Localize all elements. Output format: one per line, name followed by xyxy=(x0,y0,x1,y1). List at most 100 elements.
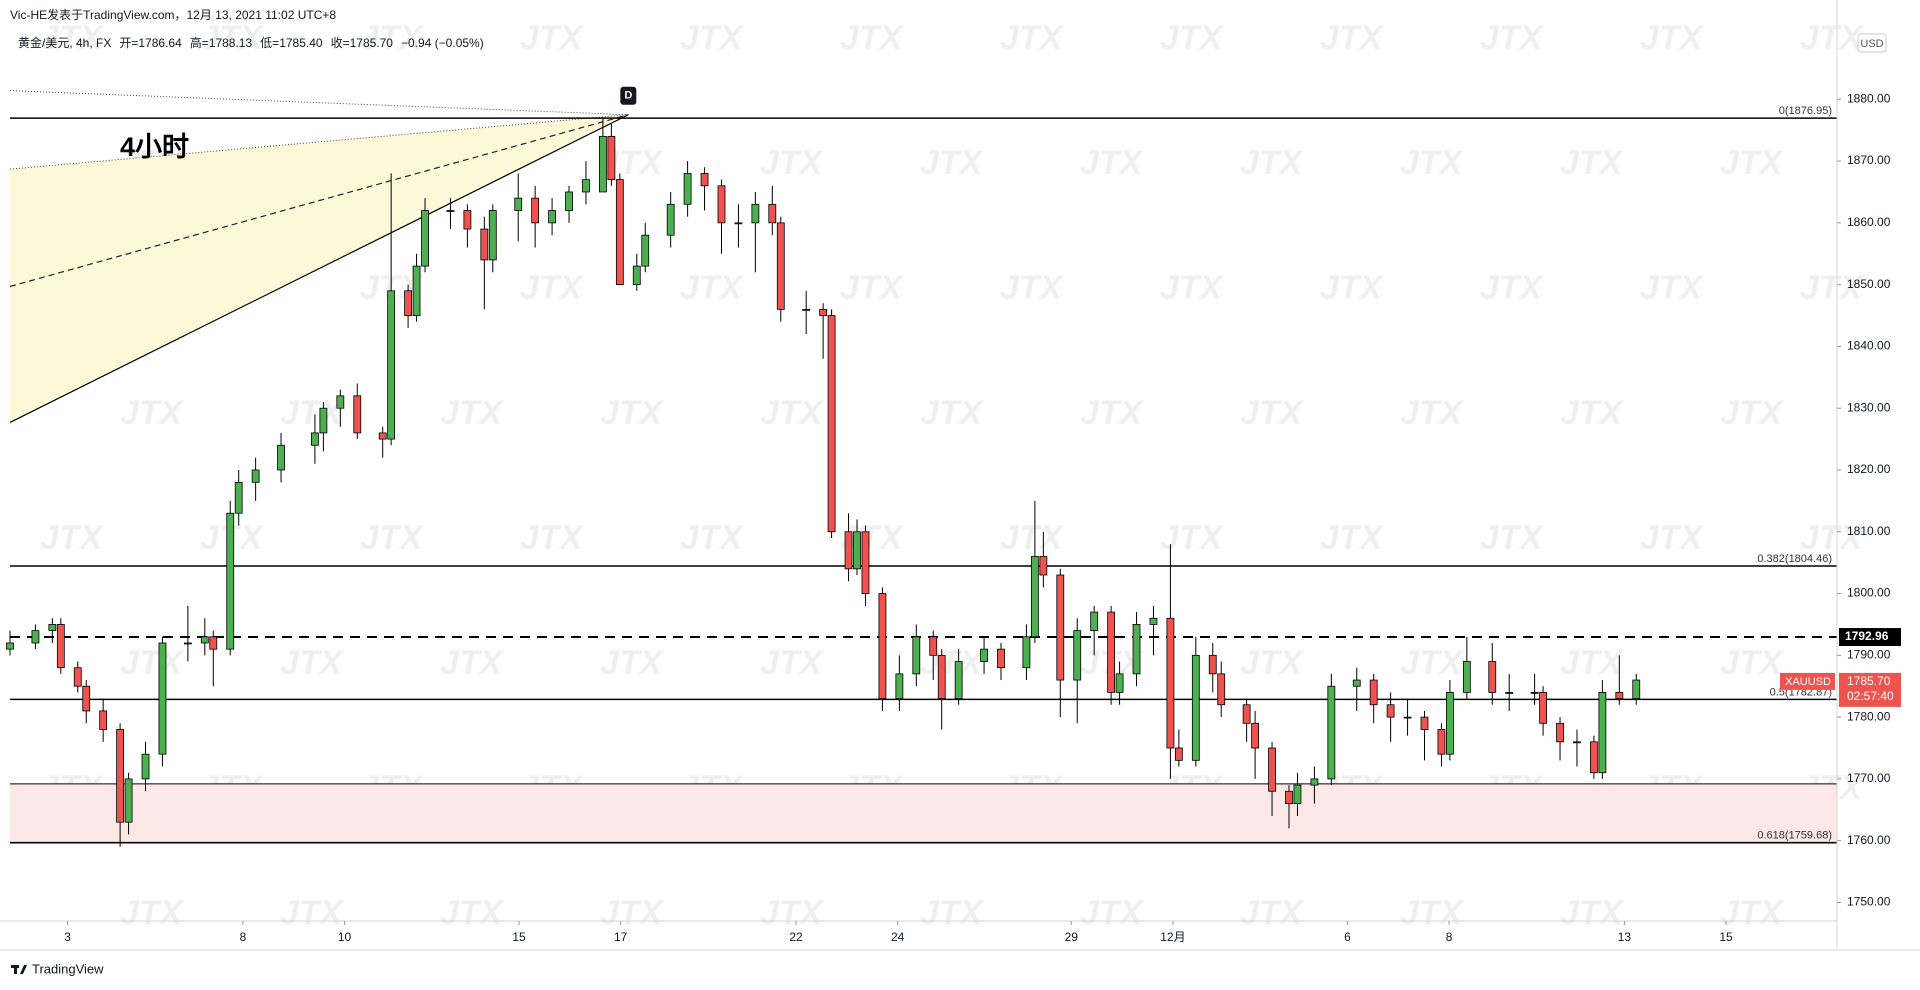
y-tick-label: 1760.00 xyxy=(1847,833,1891,847)
watermark: JTX xyxy=(40,519,105,557)
watermark: JTX xyxy=(520,519,585,557)
brand: TradingView xyxy=(32,961,104,976)
x-tick-label: 12月 xyxy=(1160,930,1185,944)
legend-item: 1788.13 xyxy=(209,36,253,50)
watermark: JTX xyxy=(440,894,505,932)
point-label: D xyxy=(624,90,632,102)
x-tick-label: 13 xyxy=(1618,930,1632,944)
x-tick-label: 10 xyxy=(338,930,352,944)
candle-body xyxy=(1166,617,1175,749)
brand-logo xyxy=(11,965,27,974)
watermark: JTX xyxy=(1560,394,1625,432)
candle-body xyxy=(141,753,150,780)
x-tick-label: 15 xyxy=(512,930,526,944)
candle-body xyxy=(1149,617,1158,625)
watermark: JTX xyxy=(1240,144,1305,182)
candle-body xyxy=(116,729,125,823)
candle-body xyxy=(937,654,946,699)
watermark: JTX xyxy=(920,894,985,932)
candle-body xyxy=(615,179,624,286)
watermark: JTX xyxy=(1240,894,1305,932)
legend-item: 高= xyxy=(190,35,209,50)
candle-body xyxy=(183,642,192,645)
watermark: JTX xyxy=(120,644,185,682)
y-tick-label: 1840.00 xyxy=(1847,339,1891,353)
candle-body xyxy=(1598,692,1607,774)
candle-body xyxy=(319,407,328,434)
watermark: JTX xyxy=(760,144,825,182)
watermark: JTX xyxy=(1480,19,1545,57)
y-tick-label: 1850.00 xyxy=(1847,277,1891,291)
candle-body xyxy=(531,197,540,224)
x-tick-label: 17 xyxy=(614,930,628,944)
candle-body xyxy=(1208,654,1217,675)
watermark: JTX xyxy=(280,894,345,932)
currency-box[interactable] xyxy=(1857,33,1887,53)
candle-body xyxy=(387,290,396,440)
candle-body xyxy=(158,642,167,755)
candle-body xyxy=(1107,611,1116,693)
watermark: JTX xyxy=(1720,644,1785,682)
x-tick-label: 29 xyxy=(1065,930,1079,944)
watermark: JTX xyxy=(1320,519,1385,557)
watermark: JTX xyxy=(1640,519,1705,557)
fan-line xyxy=(9,114,629,423)
candle-body xyxy=(666,203,675,236)
candle-body xyxy=(819,308,828,316)
candle-body xyxy=(1217,673,1226,706)
watermark: JTX xyxy=(600,644,665,682)
candle-body xyxy=(827,315,836,533)
candle-body xyxy=(912,636,921,675)
candle-body xyxy=(209,636,218,650)
fan-line xyxy=(9,114,629,288)
candle-body xyxy=(1403,716,1412,719)
candle-body xyxy=(1174,747,1183,761)
candle-body xyxy=(1556,722,1564,743)
last-price: 1785.70 xyxy=(1847,674,1891,688)
legend-item: 黄金/美元, 4h, FX xyxy=(18,35,111,50)
y-tick-label: 1880.00 xyxy=(1847,91,1891,105)
watermark: JTX xyxy=(1480,519,1545,557)
watermark: JTX xyxy=(1160,19,1225,57)
candle-body xyxy=(861,531,870,594)
candle-body xyxy=(353,395,362,434)
watermark: JTX xyxy=(920,394,985,432)
candle-body xyxy=(480,228,489,261)
x-tick-label: 3 xyxy=(64,930,71,944)
candle-body xyxy=(1488,661,1497,693)
candle-body xyxy=(82,685,91,712)
candle-body xyxy=(336,395,345,409)
candle-body xyxy=(1022,636,1031,669)
x-tick-label: 8 xyxy=(240,930,247,944)
currency[interactable]: USD xyxy=(1860,38,1883,50)
fib-level-label: 0.618(1759.68) xyxy=(1757,830,1832,842)
watermark: JTX xyxy=(1400,144,1465,182)
watermark: JTX xyxy=(1160,269,1225,307)
candle-body xyxy=(378,432,387,440)
candle-body xyxy=(1462,661,1471,693)
candle-body xyxy=(251,469,260,483)
candle-body xyxy=(234,481,243,514)
candle-body xyxy=(1132,624,1141,675)
watermark: JTX xyxy=(1000,19,1065,57)
candle-body xyxy=(1505,692,1514,694)
candle-body xyxy=(895,673,904,699)
watermark: JTX xyxy=(1560,144,1625,182)
watermark: JTX xyxy=(1720,394,1785,432)
watermark: JTX xyxy=(680,519,745,557)
fib-level-label: 0(1876.95) xyxy=(1779,105,1832,117)
watermark: JTX xyxy=(440,644,505,682)
legend-item: 开= xyxy=(119,36,138,50)
candle-body xyxy=(124,778,133,823)
x-tick-label: 22 xyxy=(789,930,803,944)
watermark: JTX xyxy=(40,19,105,57)
watermark: JTX xyxy=(840,19,905,57)
legend-item: 1785.40 xyxy=(279,36,323,50)
y-tick-label: 1770.00 xyxy=(1847,771,1891,785)
candle-body xyxy=(31,630,40,644)
y-tick-label: 1780.00 xyxy=(1847,709,1891,723)
candle-body xyxy=(404,290,412,316)
watermark: JTX xyxy=(760,644,825,682)
candle-body xyxy=(565,191,573,211)
